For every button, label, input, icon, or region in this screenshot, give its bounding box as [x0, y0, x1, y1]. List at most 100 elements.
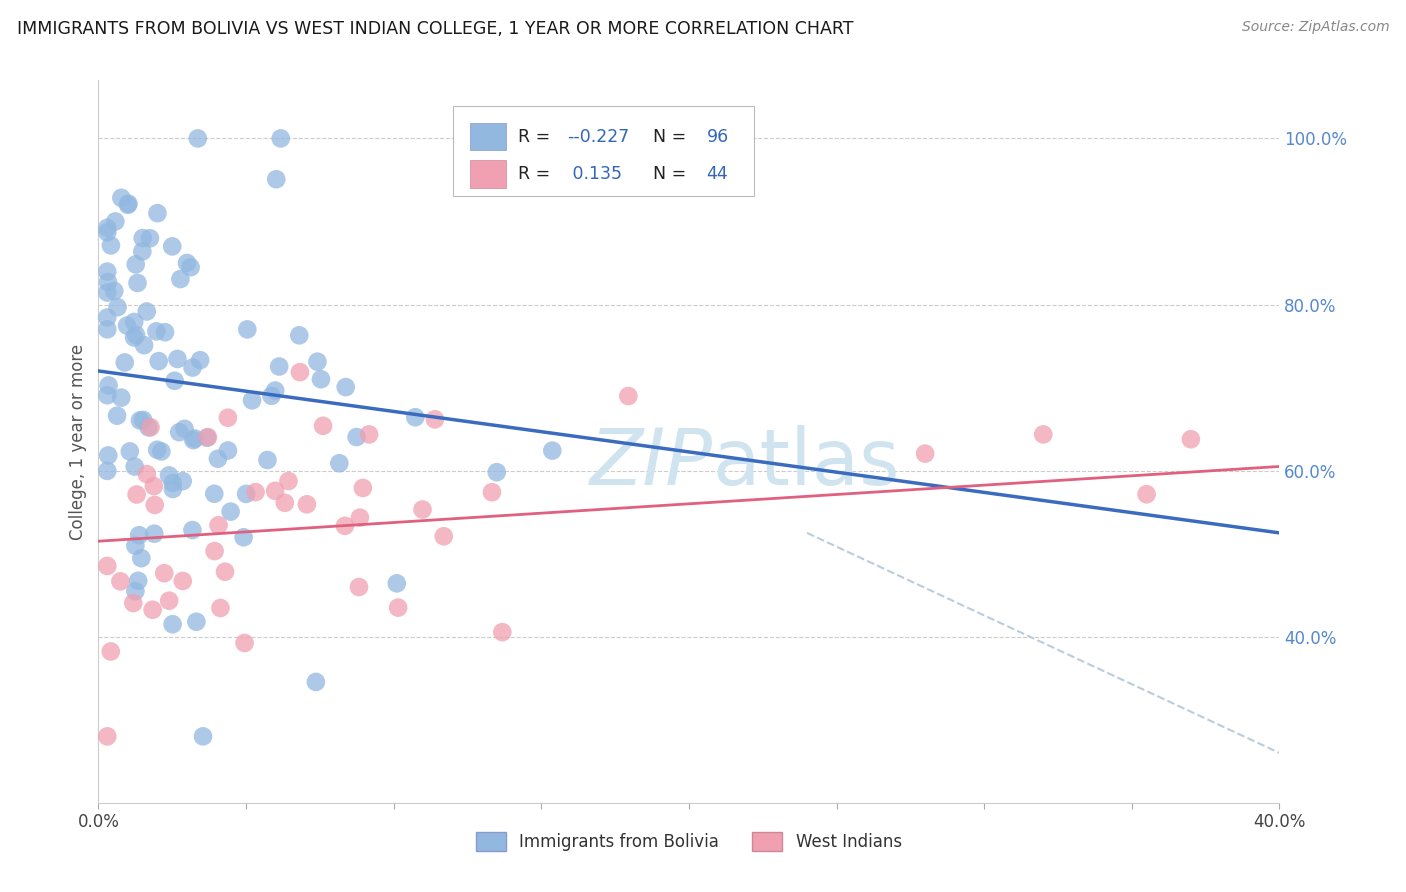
FancyBboxPatch shape — [471, 161, 506, 187]
Point — [153, 566, 176, 581]
Point — [204, 544, 226, 558]
Point — [260, 389, 283, 403]
FancyBboxPatch shape — [471, 123, 506, 151]
Point — [162, 482, 184, 496]
Point — [100, 238, 122, 252]
Point — [110, 191, 132, 205]
Point — [233, 636, 256, 650]
Point — [132, 231, 155, 245]
Point — [96, 558, 118, 573]
Point — [132, 338, 155, 352]
Point — [423, 412, 446, 426]
Point — [166, 351, 188, 366]
Text: ZIP: ZIP — [589, 425, 713, 501]
Point — [256, 453, 278, 467]
Point — [217, 443, 239, 458]
Point — [145, 324, 167, 338]
Point — [173, 422, 195, 436]
Point — [491, 625, 513, 640]
Point — [125, 257, 148, 271]
Point — [404, 410, 426, 425]
Legend: Immigrants from Bolivia, West Indians: Immigrants from Bolivia, West Indians — [468, 823, 910, 860]
Point — [172, 574, 194, 588]
Point — [207, 518, 229, 533]
Point — [105, 409, 128, 423]
Point — [264, 172, 287, 186]
Point — [124, 584, 146, 599]
Text: 44: 44 — [707, 165, 728, 183]
Point — [97, 378, 120, 392]
Point — [312, 418, 335, 433]
Point — [97, 275, 120, 289]
Point — [295, 497, 318, 511]
Point — [128, 528, 150, 542]
Point — [387, 600, 409, 615]
Point — [188, 353, 211, 368]
Y-axis label: College, 1 year or more: College, 1 year or more — [69, 343, 87, 540]
Point — [186, 615, 208, 629]
Point — [96, 322, 118, 336]
Point — [104, 214, 127, 228]
Point — [96, 220, 118, 235]
Point — [97, 449, 120, 463]
Point — [183, 433, 205, 447]
Point — [143, 526, 166, 541]
Point — [347, 580, 370, 594]
Point — [125, 328, 148, 343]
Point — [274, 496, 297, 510]
Text: N =: N = — [641, 165, 692, 183]
Point — [187, 131, 209, 145]
Point — [103, 284, 125, 298]
Point — [125, 487, 148, 501]
Point — [163, 374, 186, 388]
Point — [122, 596, 145, 610]
Point — [202, 487, 225, 501]
Point — [1136, 487, 1159, 501]
Point — [127, 276, 149, 290]
Point — [333, 518, 356, 533]
Point — [617, 389, 640, 403]
Point — [288, 328, 311, 343]
Point — [264, 483, 287, 498]
Point — [117, 198, 139, 212]
Point — [96, 464, 118, 478]
Point — [138, 420, 160, 434]
Point — [129, 413, 152, 427]
Point — [235, 487, 257, 501]
Point — [122, 315, 145, 329]
Point — [131, 551, 153, 566]
Point — [264, 384, 287, 398]
Point — [146, 206, 169, 220]
Point — [433, 529, 456, 543]
Point — [288, 365, 311, 379]
Point — [209, 601, 232, 615]
Point — [157, 593, 180, 607]
Point — [240, 393, 263, 408]
Point — [110, 574, 132, 589]
Point — [162, 239, 183, 253]
Point — [197, 430, 219, 444]
Point — [96, 225, 118, 239]
Point — [269, 359, 291, 374]
Point — [143, 498, 166, 512]
Point — [346, 430, 368, 444]
Point — [96, 265, 118, 279]
Point — [485, 465, 508, 479]
Point — [349, 510, 371, 524]
Point — [914, 447, 936, 461]
Point — [180, 260, 202, 275]
Point — [157, 468, 180, 483]
Point — [150, 444, 173, 458]
Point — [167, 425, 190, 440]
Point — [100, 644, 122, 658]
Point — [142, 603, 165, 617]
Point — [217, 410, 239, 425]
Point — [162, 617, 184, 632]
Point — [183, 432, 205, 446]
Point — [1032, 427, 1054, 442]
Point — [236, 322, 259, 336]
Point — [328, 456, 350, 470]
Point — [162, 475, 184, 490]
Point — [335, 380, 357, 394]
Point — [124, 459, 146, 474]
